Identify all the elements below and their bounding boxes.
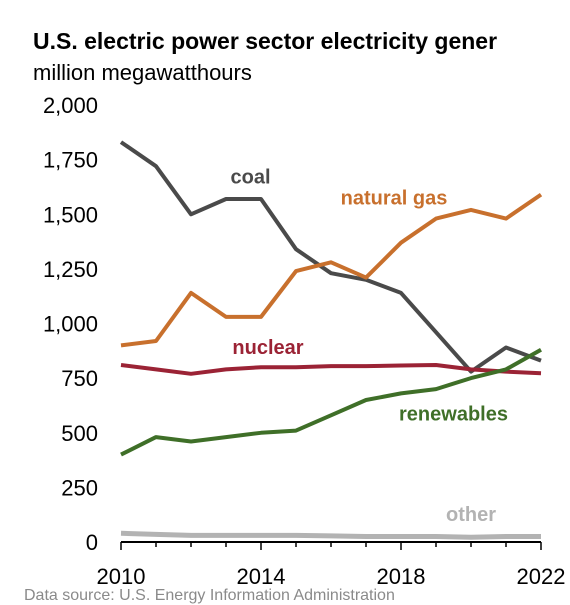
y-tick-label: 750	[61, 366, 98, 391]
series-lines	[119, 140, 543, 540]
chart-title: U.S. electric power sector electricity g…	[33, 28, 498, 54]
natural-gas-series-label: natural gas	[341, 187, 448, 209]
renewables-series-label: renewables	[399, 404, 508, 426]
data-source: Data source: U.S. Energy Information Adm…	[24, 587, 395, 604]
y-tick-label: 1,250	[43, 257, 98, 282]
x-axis: 2010 2014 2018 2022	[97, 541, 566, 589]
y-tick-label: 2,000	[43, 93, 98, 118]
y-axis: 0 250 500 750 1,000 1,250 1,500 1,750 2,000	[43, 93, 98, 555]
x-tick-label: 2018	[377, 564, 426, 589]
natural-gas-line	[120, 192, 543, 348]
other-series-label: other	[446, 504, 496, 526]
x-tick-label: 2010	[97, 564, 146, 589]
y-tick-label: 1,750	[43, 148, 98, 173]
nuclear-line	[120, 363, 542, 376]
y-tick-label: 500	[61, 421, 98, 446]
x-tick-label: 2022	[517, 564, 566, 589]
y-tick-label: 0	[86, 530, 98, 555]
chart-subtitle: million megawatthours	[33, 60, 252, 85]
series-labels: coal natural gas nuclear renewables other	[230, 167, 507, 527]
y-tick-label: 1,000	[43, 312, 98, 337]
coal-series-label: coal	[230, 167, 270, 189]
y-tick-label: 250	[61, 475, 98, 500]
other-line	[120, 530, 541, 540]
x-tick-label: 2014	[237, 564, 286, 589]
nuclear-series-label: nuclear	[232, 337, 303, 359]
coal-line	[119, 140, 542, 374]
renewables-line	[120, 347, 542, 457]
y-tick-label: 1,500	[43, 202, 98, 227]
